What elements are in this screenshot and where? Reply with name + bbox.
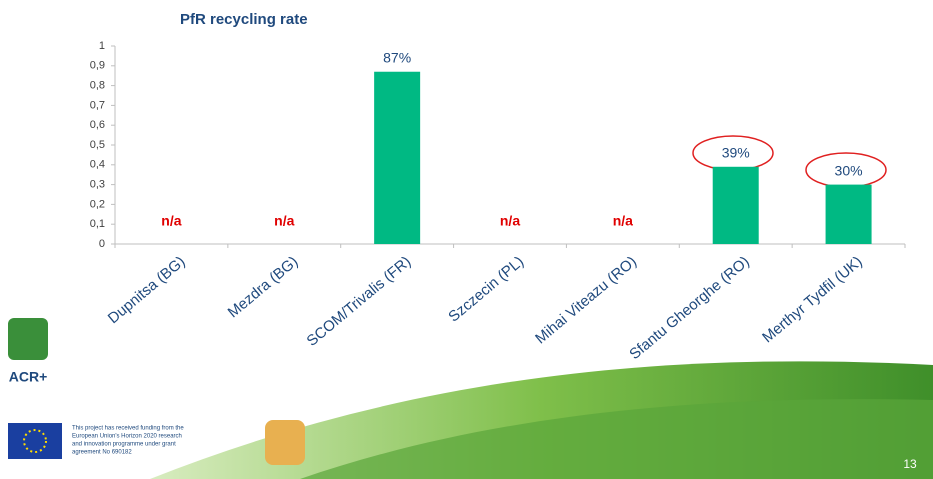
- y-tick-label: 0,7: [90, 99, 105, 111]
- y-tick-label: 0,4: [90, 159, 105, 171]
- bar: [713, 167, 759, 244]
- slide: PfR recycling rate ACR+ This project has…: [0, 0, 933, 479]
- y-tick-label: 0,9: [90, 60, 105, 72]
- value-label: n/a: [161, 213, 181, 229]
- funding-text: European Union's Horizon 2020 research: [72, 434, 182, 440]
- value-label: n/a: [274, 213, 294, 229]
- page-number: 13: [903, 457, 917, 471]
- value-label: n/a: [500, 213, 520, 229]
- value-label: 39%: [722, 144, 750, 160]
- value-label: n/a: [613, 213, 633, 229]
- logo-text: ACR+: [9, 369, 48, 385]
- x-tick-label: SCOM/Trivalis (FR): [304, 253, 415, 350]
- y-tick-label: 1: [99, 40, 105, 52]
- y-tick-label: 0,6: [90, 119, 105, 131]
- x-tick-label: Sfantu Gheorghe (RO): [626, 253, 753, 363]
- x-tick-label: Mihai Viteazu (RO): [532, 253, 640, 347]
- mascot: [265, 420, 305, 465]
- x-tick-label: Merthyr Tydfil (UK): [759, 253, 865, 346]
- x-tick-label: Dupnitsa (BG): [105, 253, 189, 327]
- bar: [374, 72, 420, 244]
- bar: [826, 185, 872, 244]
- funding-text: agreement No 690182: [72, 450, 132, 456]
- y-tick-label: 0,1: [90, 218, 105, 230]
- eu-flag: [8, 423, 62, 459]
- x-tick-label: Szczecin (PL): [445, 253, 527, 326]
- funding-text: This project has received funding from t…: [72, 426, 184, 432]
- value-label: 87%: [383, 49, 411, 65]
- funding-text: and innovation programme under grant: [72, 442, 176, 448]
- y-tick-label: 0,2: [90, 198, 105, 210]
- logo-icon: [8, 318, 48, 360]
- value-label: 30%: [835, 162, 863, 178]
- y-tick-label: 0: [99, 238, 105, 250]
- y-tick-label: 0,5: [90, 139, 105, 151]
- x-tick-label: Mezdra (BG): [225, 253, 302, 321]
- chart-title: PfR recycling rate: [180, 11, 308, 28]
- y-tick-label: 0,8: [90, 80, 105, 92]
- y-tick-label: 0,3: [90, 179, 105, 191]
